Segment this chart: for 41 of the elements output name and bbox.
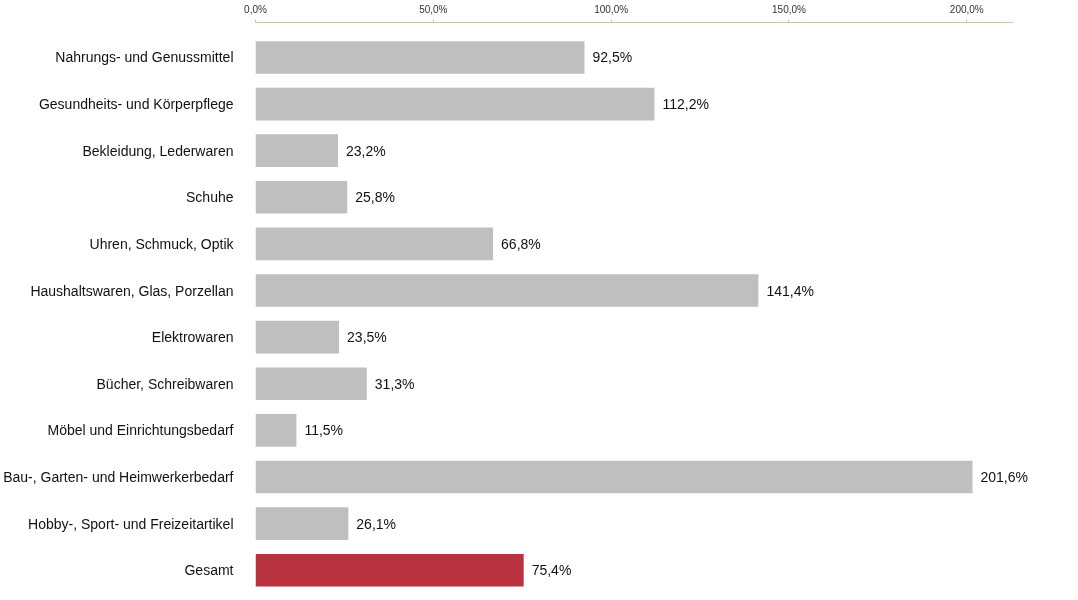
y-tick-label: Gesamt bbox=[184, 562, 234, 579]
bar bbox=[255, 274, 759, 307]
y-tick-label: Schuhe bbox=[186, 189, 234, 206]
data-label: 201,6% bbox=[980, 468, 1028, 485]
x-tick-label: 150,0% bbox=[772, 3, 807, 15]
x-tick-label: 100,0% bbox=[594, 3, 629, 15]
data-label: 141,4% bbox=[766, 282, 814, 299]
bar bbox=[255, 507, 349, 540]
y-tick-label: Bekleidung, Lederwaren bbox=[82, 142, 234, 159]
y-tick-label: Bau-, Garten- und Heimwerkerbedarf bbox=[3, 468, 234, 485]
y-tick-label: Nahrungs- und Genussmittel bbox=[55, 49, 234, 66]
y-tick-label: Hobby-, Sport- und Freizeitartikel bbox=[28, 515, 234, 532]
x-tick-label: 0,0% bbox=[244, 3, 267, 15]
data-label: 75,4% bbox=[531, 562, 572, 579]
y-tick-label: Haushaltswaren, Glas, Porzellan bbox=[30, 282, 234, 299]
data-label: 92,5% bbox=[592, 49, 633, 66]
bar bbox=[255, 553, 524, 587]
x-tick-label: 200,0% bbox=[949, 3, 984, 15]
y-tick-label: Elektrowaren bbox=[151, 329, 234, 346]
data-label: 11,5% bbox=[304, 422, 344, 439]
y-tick-label: Bücher, Schreibwaren bbox=[96, 375, 234, 392]
data-label: 66,8% bbox=[501, 235, 541, 252]
data-label: 25,8% bbox=[355, 189, 395, 206]
data-label: 26,1% bbox=[356, 515, 397, 532]
data-label: 112,2% bbox=[662, 96, 709, 113]
data-label: 23,5% bbox=[347, 329, 387, 346]
bar bbox=[255, 320, 340, 354]
bar bbox=[255, 180, 348, 214]
bar bbox=[255, 414, 297, 447]
bar bbox=[255, 87, 655, 121]
y-tick-label: Gesundheits- und Körperpflege bbox=[38, 96, 234, 113]
bar bbox=[255, 134, 339, 167]
bar bbox=[255, 367, 367, 401]
bar bbox=[255, 41, 585, 74]
data-label: 23,2% bbox=[346, 142, 386, 159]
x-tick-label: 50,0% bbox=[419, 3, 448, 15]
bar bbox=[255, 227, 494, 261]
data-label: 31,3% bbox=[374, 375, 415, 392]
bar bbox=[255, 460, 973, 494]
y-tick-label: Uhren, Schmuck, Optik bbox=[89, 235, 235, 252]
y-tick-label: Möbel und Einrichtungsbedarf bbox=[47, 422, 234, 439]
